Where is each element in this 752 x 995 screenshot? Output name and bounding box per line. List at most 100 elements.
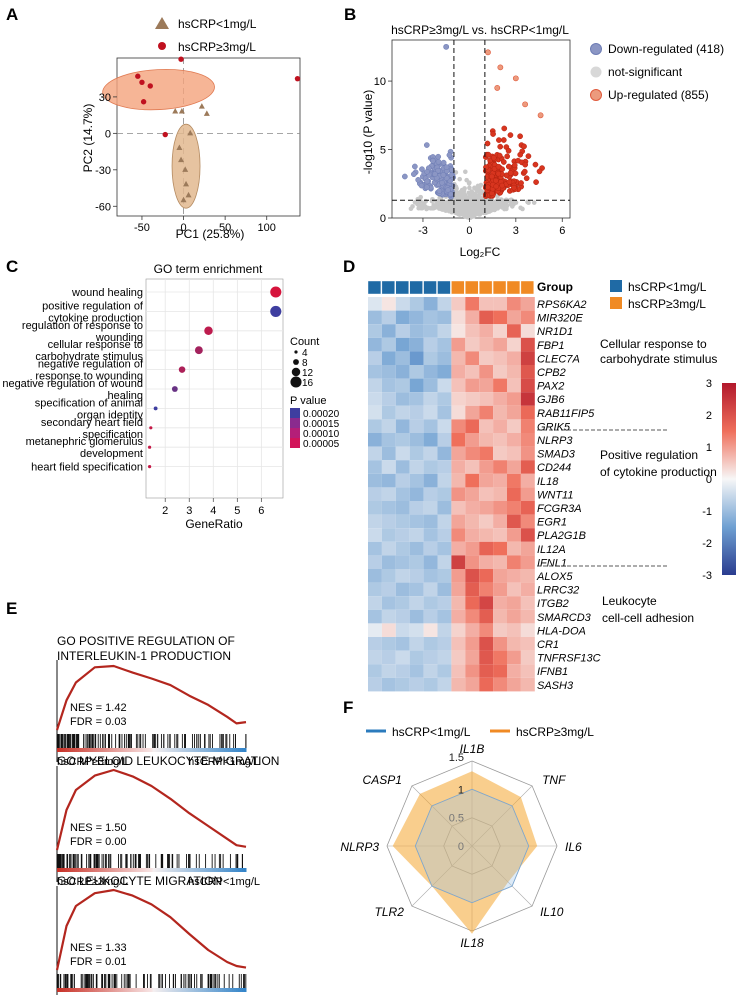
go-term-label: cytokine production xyxy=(48,312,143,324)
pca-point-high xyxy=(294,75,301,82)
volcano-point-up xyxy=(495,170,502,177)
gsea-rank-gradient-cell xyxy=(118,868,122,872)
gsea-rank-gradient-cell xyxy=(158,748,161,752)
gsea-rank-gradient-cell xyxy=(68,868,72,872)
gsea-rank-gradient-cell xyxy=(188,868,191,872)
gsea-rank-gradient-cell xyxy=(200,748,203,752)
heatmap-cell xyxy=(368,378,382,393)
heatmap-cell xyxy=(479,541,494,556)
gsea-rank-gradient-cell xyxy=(146,868,150,872)
heatmap-cell xyxy=(409,582,424,597)
heatmap-cell xyxy=(395,596,410,610)
heatmap-cell xyxy=(451,378,466,393)
gsea-rank-gradient-cell xyxy=(192,988,195,992)
gsea-rank-gradient-cell xyxy=(178,748,181,752)
heatmap-cell xyxy=(465,555,480,569)
heatmap-cell xyxy=(493,677,507,692)
heatmap-cell xyxy=(381,337,396,352)
heatmap-cell xyxy=(409,433,424,447)
heatmap-cell xyxy=(409,378,424,393)
heatmap-cell xyxy=(520,582,535,597)
heatmap-cell xyxy=(465,609,480,624)
heatmap-cell xyxy=(479,637,494,651)
volcano-point-ns xyxy=(471,207,477,212)
heatmap-cell xyxy=(368,487,382,501)
gsea-rank-gradient-cell xyxy=(136,988,140,992)
heatmap-cell xyxy=(465,473,480,488)
go-x-tick-label: 5 xyxy=(234,505,240,517)
volcano-y-ticks: 0 5 10 xyxy=(374,76,392,225)
heatmap-cell xyxy=(493,582,507,597)
volcano-point-down xyxy=(435,158,442,165)
heatmap-gene-label: SMAD3 xyxy=(537,449,576,461)
volcano-point-up xyxy=(497,64,504,71)
heatmap-cell xyxy=(381,392,396,406)
heatmap-cell xyxy=(381,664,396,678)
heatmap-cell xyxy=(395,609,410,624)
heatmap-cell xyxy=(423,650,438,665)
go-count-legend-dot xyxy=(290,376,302,388)
pca-point-low xyxy=(185,191,192,198)
heatmap-scale-label: 1 xyxy=(706,442,712,454)
gsea-rank-gradient-cell xyxy=(104,748,108,752)
pca-point-high xyxy=(178,56,184,62)
pca-point-low xyxy=(176,144,183,150)
heatmap-cell xyxy=(520,297,535,311)
volcano-point-down xyxy=(439,179,445,186)
gsea-rank-gradient-cell xyxy=(84,748,88,752)
pca-point-low xyxy=(198,103,205,109)
gsea-rank-gradient-cell xyxy=(70,748,74,752)
heatmap-cell xyxy=(395,324,410,338)
volcano-point-ns xyxy=(469,190,475,196)
gsea-rank-gradient-cell xyxy=(100,748,104,752)
heatmap-cell xyxy=(451,392,466,406)
heatmap-cell xyxy=(381,378,396,393)
gsea-rank-gradient-cell xyxy=(86,748,90,752)
volcano-point-down xyxy=(447,191,454,198)
gsea-rank-gradient-cell xyxy=(222,868,225,872)
gsea-rank-gradient-cell xyxy=(130,748,134,752)
go-count-legend-label: 4 xyxy=(302,348,308,359)
heatmap-cell xyxy=(381,405,396,420)
heatmap-cell xyxy=(409,446,424,461)
gsea-rank-gradient-cell xyxy=(122,988,126,992)
gsea-rank-gradient-cell xyxy=(90,868,94,872)
go-grid xyxy=(146,279,283,498)
go-term-label: carbohydrate stimulus xyxy=(35,351,143,363)
gsea-rank-gradient-cell xyxy=(80,748,84,752)
heatmap-cell xyxy=(437,378,452,393)
heatmap-cell xyxy=(493,324,507,338)
heatmap-cell xyxy=(381,310,396,325)
heatmap-cell xyxy=(451,650,466,665)
heatmap-cell xyxy=(381,446,396,461)
gsea-rank-gradient-cell xyxy=(234,988,237,992)
gsea-rank-gradient-cell xyxy=(192,748,195,752)
gsea-rank-gradient-cell xyxy=(212,988,215,992)
volcano-point-up xyxy=(522,161,529,168)
radar-r-label: 1 xyxy=(458,784,464,796)
gsea-nes: NES = 1.42 xyxy=(70,702,127,714)
gsea-rank-gradient-cell xyxy=(120,868,124,872)
heatmap-cell xyxy=(409,324,424,338)
heatmap-cell xyxy=(520,310,535,325)
volcano-point-down xyxy=(410,171,417,178)
heatmap-cell xyxy=(493,419,507,433)
volcano-point-down xyxy=(415,177,422,183)
gsea-rank-gradient-cell xyxy=(142,988,146,992)
heatmap-cell xyxy=(520,446,535,461)
heatmap-cell xyxy=(409,609,424,624)
go-p-legend-swatch xyxy=(290,438,300,448)
gsea-fdr: FDR = 0.00 xyxy=(70,836,127,848)
heatmap-cell xyxy=(451,446,466,461)
gsea-rank-gradient-cell xyxy=(76,748,80,752)
gsea-rank-gradient-cell xyxy=(88,988,92,992)
heatmap-group-cell xyxy=(423,280,437,295)
volcano-x-tick-label: 6 xyxy=(559,225,565,237)
gsea-rank-gradient-cell xyxy=(64,988,68,992)
heatmap-cell xyxy=(493,664,507,678)
volcano-point-ns xyxy=(456,211,461,217)
volcano-x-tick-label: 3 xyxy=(513,225,519,237)
heatmap-cell xyxy=(479,528,494,542)
